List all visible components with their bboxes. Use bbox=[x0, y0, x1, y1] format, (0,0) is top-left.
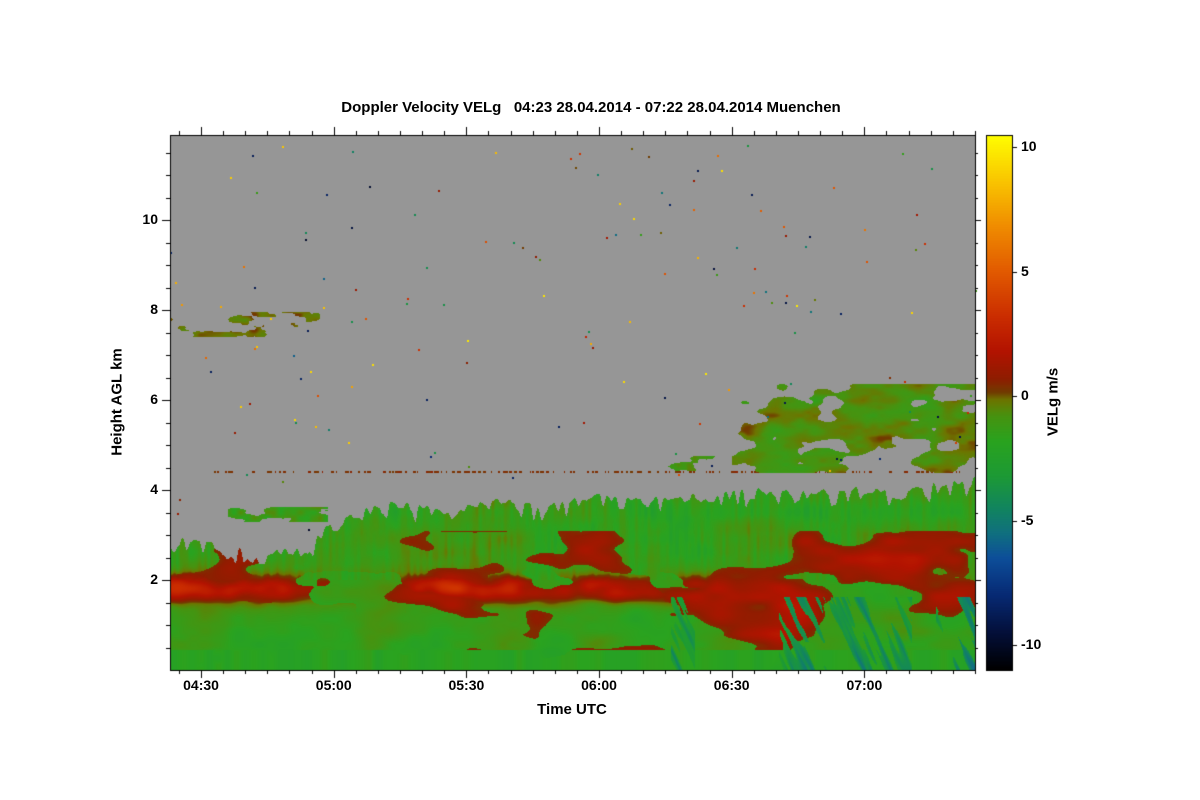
colorbar-tick-label: -10 bbox=[1021, 636, 1042, 653]
colorbar-tick-label: 0 bbox=[1021, 387, 1029, 404]
chart-title: Doppler Velocity VELg 04:23 28.04.2014 -… bbox=[341, 99, 841, 116]
colorbar-tick-label: -5 bbox=[1021, 511, 1034, 528]
colorbar-tick-label: 10 bbox=[1021, 138, 1037, 155]
y-tick-label: 2 bbox=[150, 571, 158, 587]
x-axis-label: Time UTC bbox=[537, 701, 607, 718]
colorbar-tick-label: 5 bbox=[1021, 262, 1029, 279]
x-tick-label: 04:30 bbox=[183, 677, 219, 693]
x-tick-label: 05:30 bbox=[448, 677, 485, 693]
colorbar-label: VELg m/s bbox=[1044, 367, 1062, 437]
x-tick-label: 07:00 bbox=[846, 677, 883, 693]
y-tick-label: 4 bbox=[150, 481, 158, 498]
y-tick-label: 8 bbox=[150, 301, 158, 318]
y-tick-label: 6 bbox=[150, 391, 158, 408]
x-tick-label: 06:30 bbox=[713, 677, 750, 693]
x-tick-label: 06:00 bbox=[581, 677, 617, 693]
x-tick-label: 05:00 bbox=[315, 677, 352, 693]
y-tick-label: 10 bbox=[142, 211, 158, 228]
